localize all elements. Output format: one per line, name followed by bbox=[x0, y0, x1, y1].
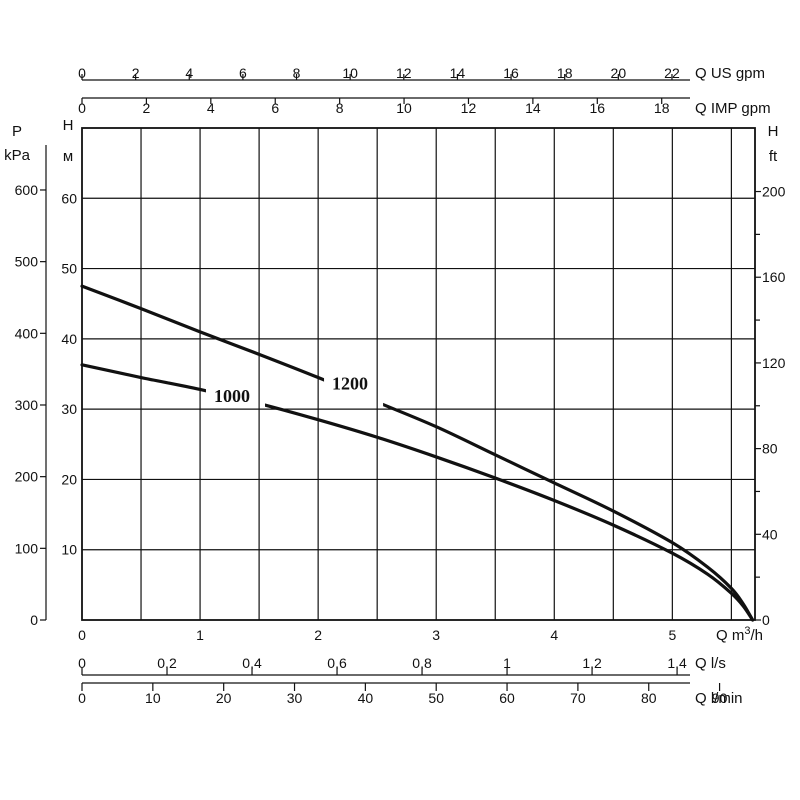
tick-label: 10 bbox=[342, 65, 358, 81]
tick-label: 12 bbox=[461, 100, 477, 116]
tick-label: 20 bbox=[216, 690, 232, 706]
axis-kpa-title: P bbox=[12, 123, 22, 140]
tick-label: 70 bbox=[570, 690, 586, 706]
axis-h-m-title: H bbox=[63, 117, 74, 134]
tick-label: 14 bbox=[450, 65, 466, 81]
tick-label: 40 bbox=[762, 526, 778, 542]
axis-m3h: 0 1 2 3 4 5 Q m3/h bbox=[78, 625, 763, 644]
tick-label: 2 bbox=[132, 65, 140, 81]
tick-label: 10 bbox=[61, 542, 77, 558]
tick-label: 400 bbox=[15, 325, 39, 341]
axis-imp-gpm: 0 2 4 6 8 10 12 14 16 18 Q IMP gpm bbox=[78, 97, 771, 117]
tick-label: 4 bbox=[550, 627, 558, 643]
tick-label: 10 bbox=[396, 100, 412, 116]
curves bbox=[80, 284, 755, 622]
tick-label: 160 bbox=[762, 269, 786, 285]
tick-label: 12 bbox=[396, 65, 412, 81]
plot-border bbox=[81, 127, 756, 621]
tick-label: 3 bbox=[432, 627, 440, 643]
tick-label: 0,8 bbox=[412, 655, 432, 671]
tick-label: 10 bbox=[145, 690, 161, 706]
tick-label: 90 bbox=[712, 690, 728, 706]
axis-kpa-unit: kPa bbox=[4, 147, 31, 164]
tick-label: 18 bbox=[557, 65, 573, 81]
tick-label: 2 bbox=[314, 627, 322, 643]
tick-label: 200 bbox=[762, 184, 786, 200]
tick-label: 200 bbox=[15, 469, 39, 485]
tick-label: 0 bbox=[762, 612, 770, 628]
series-line-1200 bbox=[80, 284, 755, 622]
tick-label: 8 bbox=[336, 100, 344, 116]
tick-label: 0 bbox=[78, 100, 86, 116]
tick-label: 30 bbox=[287, 690, 303, 706]
curve-label-1200: 1200 bbox=[332, 373, 368, 393]
axis-h-ft-title: H bbox=[768, 123, 779, 140]
axis-ls: 0 0,2 0,4 0,6 0,8 1 1,2 1,4 Q l/s bbox=[78, 655, 726, 676]
tick-label: 6 bbox=[239, 65, 247, 81]
tick-label: 1 bbox=[196, 627, 204, 643]
tick-label: 100 bbox=[15, 540, 39, 556]
tick-label: 0 bbox=[78, 65, 86, 81]
tick-label: 0 bbox=[78, 690, 86, 706]
tick-label: 50 bbox=[428, 690, 444, 706]
tick-label: 0 bbox=[78, 655, 86, 671]
tick-label: 1 bbox=[503, 655, 511, 671]
axis-lmin: 0 10 20 30 40 50 60 70 80 90Q l/min bbox=[78, 682, 743, 707]
tick-label: 16 bbox=[590, 100, 606, 116]
plot-frame bbox=[81, 127, 756, 621]
tick-label: 300 bbox=[15, 397, 39, 413]
tick-label: 20 bbox=[611, 65, 627, 81]
tick-label: 0,6 bbox=[327, 655, 347, 671]
tick-label: 60 bbox=[61, 190, 77, 206]
axis-h-m: 10 20 30 40 50 60 Hм bbox=[61, 117, 77, 558]
tick-label: 0 bbox=[30, 612, 38, 628]
tick-label: 80 bbox=[641, 690, 657, 706]
tick-label: 0 bbox=[78, 627, 86, 643]
tick-label: 0,2 bbox=[157, 655, 177, 671]
tick-label: 120 bbox=[762, 355, 786, 371]
tick-label: 2 bbox=[143, 100, 151, 116]
tick-label: 50 bbox=[61, 261, 77, 277]
tick-label: 1,4 bbox=[667, 655, 687, 671]
axis-h-ft: 0 40 80 120 160 200 Hft bbox=[755, 123, 786, 628]
tick-label: 5 bbox=[668, 627, 676, 643]
tick-label: 80 bbox=[762, 441, 778, 457]
tick-label: 16 bbox=[503, 65, 519, 81]
series-line-1000 bbox=[80, 363, 755, 622]
tick-label: 14 bbox=[525, 100, 541, 116]
tick-label: 1,2 bbox=[582, 655, 602, 671]
tick-label: 40 bbox=[61, 331, 77, 347]
tick-label: 500 bbox=[15, 254, 39, 270]
axis-imp-gpm-title: Q IMP gpm bbox=[695, 100, 771, 117]
tick-label: 22 bbox=[664, 65, 680, 81]
tick-label: 60 bbox=[499, 690, 515, 706]
axis-ls-title: Q l/s bbox=[695, 655, 726, 672]
axis-us-gpm-title: Q US gpm bbox=[695, 65, 765, 82]
curve-label-1000: 1000 bbox=[214, 386, 250, 406]
tick-label: 0,4 bbox=[242, 655, 262, 671]
axis-lmin-title: Q l/min bbox=[695, 690, 743, 707]
tick-label: 6 bbox=[271, 100, 279, 116]
plot-grid bbox=[82, 128, 755, 620]
tick-label: 40 bbox=[358, 690, 374, 706]
tick-label: 4 bbox=[185, 65, 193, 81]
tick-label: 18 bbox=[654, 100, 670, 116]
axis-m3h-title: Q m3/h bbox=[716, 625, 763, 644]
tick-label: 30 bbox=[61, 401, 77, 417]
tick-label: 8 bbox=[293, 65, 301, 81]
axis-h-m-unit: м bbox=[63, 148, 73, 165]
axis-h-ft-unit: ft bbox=[769, 148, 778, 165]
tick-label: 600 bbox=[15, 182, 39, 198]
tick-label: 20 bbox=[61, 471, 77, 487]
curve-labels: 1200 1000 bbox=[214, 373, 368, 406]
tick-label: 4 bbox=[207, 100, 215, 116]
axis-us-gpm: 0 2 4 6 8 10 12 14 16 18 20 22 Q US gpm bbox=[78, 65, 765, 82]
